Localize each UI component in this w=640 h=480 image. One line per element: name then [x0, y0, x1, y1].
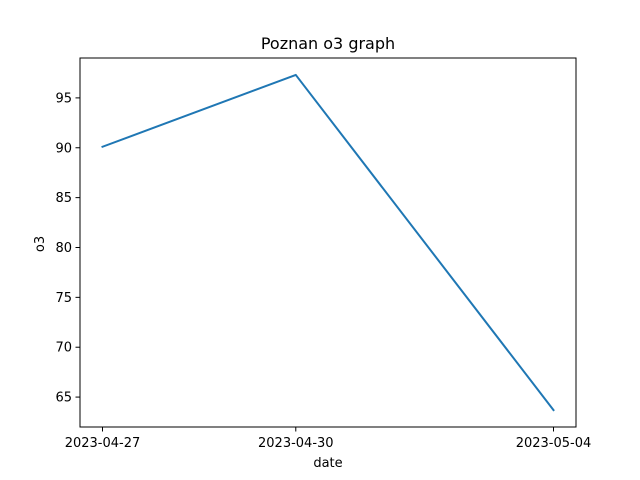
y-tick-label: 70 — [55, 341, 72, 356]
y-tick-label: 65 — [55, 391, 72, 406]
data-point — [295, 74, 297, 76]
series-line — [101, 73, 555, 412]
y-tick-label: 85 — [55, 191, 72, 206]
data-point — [102, 146, 104, 148]
y-tick-label: 90 — [55, 141, 72, 156]
chart-title: Poznan o3 graph — [261, 34, 395, 53]
plot-area: 65 70 75 80 85 90 95 2023-04-27 2023-04-30 2023-0… — [55, 57, 592, 451]
x-axis-label: date — [313, 456, 342, 471]
y-tick-label: 75 — [55, 291, 72, 306]
x-tick-label: 2023-04-27 — [65, 436, 141, 451]
data-point — [553, 409, 555, 411]
plot-frame — [79, 57, 577, 428]
x-tick-label: 2023-05-04 — [516, 436, 592, 451]
y-tick-label: 95 — [55, 91, 72, 106]
y-tick-label: 80 — [55, 241, 72, 256]
y-axis-label: o3 — [33, 236, 48, 252]
x-tick-label: 2023-04-30 — [258, 436, 334, 451]
